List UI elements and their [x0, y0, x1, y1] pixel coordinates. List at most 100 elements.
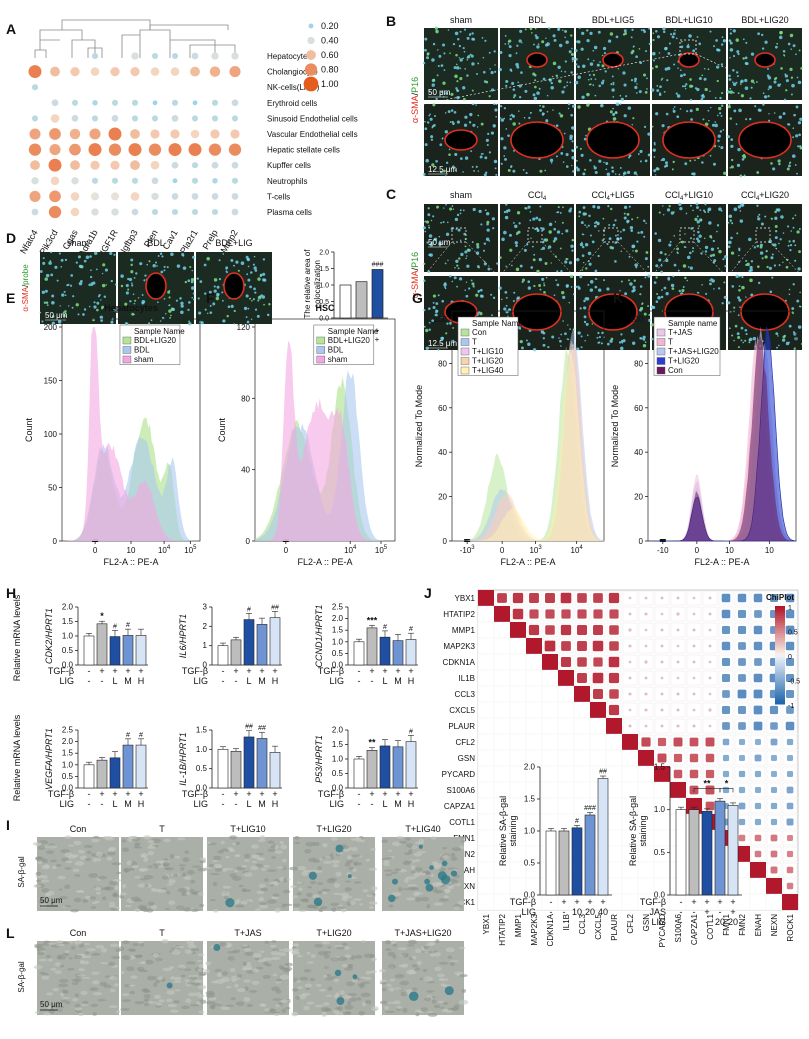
- dot-marker: [192, 100, 198, 106]
- nucleus: [707, 109, 710, 112]
- cell-type-label: T-cells: [267, 192, 290, 201]
- texture: [143, 874, 154, 880]
- y-tick-label: 3: [203, 603, 208, 612]
- cell-diagonal: [622, 734, 638, 750]
- texture: [106, 856, 113, 861]
- nucleus: [782, 112, 786, 116]
- x-tick-label: 104: [344, 545, 357, 555]
- texture: [349, 900, 356, 906]
- texture: [268, 1008, 277, 1013]
- nucleus: [505, 79, 509, 83]
- nucleus: [730, 165, 734, 169]
- nucleus: [68, 305, 70, 307]
- texture: [415, 1009, 422, 1013]
- nucleus: [633, 171, 637, 175]
- texture: [137, 904, 147, 910]
- cell-type-label: Neutrophils: [267, 177, 307, 186]
- nucleus: [440, 316, 443, 319]
- texture: [368, 867, 378, 871]
- texture: [283, 877, 288, 883]
- nucleus: [503, 307, 507, 311]
- nucleus: [664, 46, 668, 50]
- nucleus: [130, 270, 134, 274]
- column-header: BDL: [147, 238, 165, 248]
- nucleus: [600, 342, 603, 345]
- texture: [386, 983, 392, 987]
- nucleus: [240, 261, 245, 266]
- texture: [400, 952, 410, 957]
- nucleus: [518, 110, 520, 112]
- nucleus: [685, 212, 688, 215]
- cell-square: [676, 692, 680, 696]
- nucleus: [75, 261, 78, 264]
- nucleus: [615, 234, 617, 237]
- nucleus: [511, 81, 515, 85]
- nucleus: [196, 277, 199, 280]
- zoom-box: [603, 227, 619, 243]
- cell-square: [577, 609, 587, 619]
- nucleus: [701, 95, 705, 99]
- nucleus: [791, 83, 795, 88]
- dot-marker: [49, 144, 61, 156]
- cell-background: [557, 765, 575, 783]
- nucleus: [39, 311, 42, 314]
- nucleus: [491, 88, 495, 92]
- texture: [92, 980, 100, 985]
- nucleus: [713, 45, 716, 48]
- panel-label-f: F: [206, 290, 215, 306]
- cell-background: [525, 653, 543, 671]
- texture: [406, 944, 415, 947]
- nucleus: [598, 341, 601, 344]
- tick-base: 10: [765, 546, 774, 555]
- nucleus: [477, 114, 480, 117]
- nucleus: [493, 50, 496, 53]
- nucleus: [576, 347, 580, 351]
- nucleus: [478, 310, 481, 314]
- bar: [243, 736, 255, 789]
- cell-background: [541, 749, 559, 767]
- texture: [205, 961, 213, 964]
- nucleus: [686, 45, 690, 49]
- nucleus: [757, 281, 761, 285]
- texture: [441, 1008, 448, 1013]
- nucleus: [101, 305, 105, 309]
- texture: [164, 867, 174, 871]
- nucleus: [579, 275, 583, 279]
- cell-square: [721, 673, 731, 683]
- texture: [146, 975, 157, 981]
- texture: [184, 968, 192, 972]
- cell-square: [753, 721, 763, 731]
- texture: [417, 851, 427, 854]
- texture: [222, 885, 232, 889]
- cell-square: [660, 724, 664, 728]
- nucleus: [589, 31, 593, 36]
- nucleus: [794, 164, 797, 166]
- texture: [177, 837, 186, 841]
- vessel: [223, 272, 245, 300]
- y-tick-label: 1.5: [196, 726, 208, 735]
- nucleus: [599, 61, 601, 63]
- nucleus: [710, 106, 712, 109]
- texture: [424, 997, 432, 1001]
- nucleus: [594, 78, 597, 80]
- nucleus: [606, 342, 610, 346]
- zoom-line: [499, 241, 529, 277]
- nucleus: [180, 310, 184, 315]
- nucleus: [780, 67, 783, 70]
- texture: [321, 1011, 327, 1017]
- texture: [74, 993, 80, 998]
- nucleus: [591, 323, 594, 325]
- row-value: +: [272, 789, 277, 799]
- row-value: -: [371, 799, 374, 809]
- column-header: sham: [67, 238, 89, 248]
- nucleus: [646, 88, 648, 90]
- nucleus: [703, 209, 706, 212]
- cell-square: [608, 704, 620, 716]
- x-tick-label: 0: [695, 546, 700, 555]
- nucleus: [454, 217, 459, 222]
- texture: [297, 881, 304, 885]
- nucleus: [233, 264, 235, 267]
- cell-square: [676, 676, 680, 680]
- nucleus: [617, 68, 620, 70]
- texture: [453, 1004, 460, 1010]
